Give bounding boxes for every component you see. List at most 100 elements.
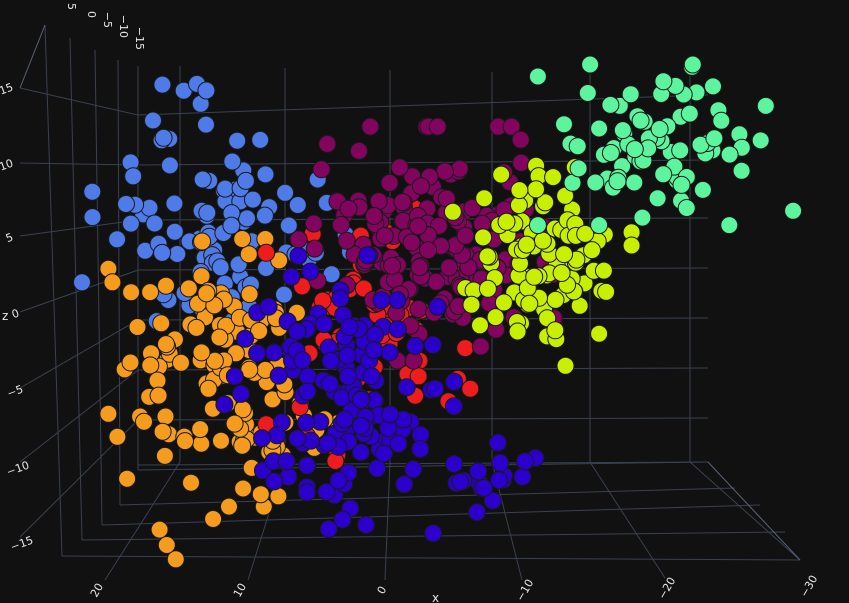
- data-point[interactable]: [393, 193, 412, 211]
- data-point[interactable]: [625, 173, 644, 192]
- data-point[interactable]: [517, 235, 536, 254]
- data-point[interactable]: [108, 427, 127, 446]
- data-point[interactable]: [409, 300, 428, 318]
- data-point[interactable]: [502, 117, 521, 136]
- data-point[interactable]: [508, 322, 527, 341]
- data-point[interactable]: [319, 520, 338, 538]
- data-point[interactable]: [216, 179, 235, 198]
- data-point[interactable]: [282, 267, 301, 286]
- data-point[interactable]: [150, 520, 169, 539]
- data-point[interactable]: [443, 202, 462, 221]
- data-point[interactable]: [236, 171, 255, 190]
- data-point[interactable]: [375, 226, 394, 245]
- data-point[interactable]: [424, 524, 443, 543]
- data-point[interactable]: [154, 128, 173, 147]
- data-point[interactable]: [631, 111, 650, 130]
- data-point[interactable]: [340, 318, 359, 337]
- data-point[interactable]: [576, 224, 595, 243]
- data-point[interactable]: [388, 320, 407, 339]
- data-point[interactable]: [305, 239, 324, 258]
- data-point[interactable]: [680, 104, 699, 123]
- data-point[interactable]: [193, 170, 212, 189]
- data-point[interactable]: [590, 119, 609, 138]
- data-point[interactable]: [304, 214, 323, 233]
- data-point[interactable]: [411, 440, 430, 458]
- data-point[interactable]: [153, 422, 172, 441]
- data-point[interactable]: [335, 410, 354, 429]
- data-point[interactable]: [248, 344, 267, 363]
- data-point[interactable]: [332, 215, 350, 234]
- data-point[interactable]: [390, 158, 409, 177]
- data-point[interactable]: [338, 346, 357, 365]
- data-point[interactable]: [212, 431, 230, 450]
- data-point[interactable]: [361, 117, 380, 136]
- data-point[interactable]: [236, 329, 255, 348]
- data-point[interactable]: [494, 293, 513, 312]
- data-point[interactable]: [683, 55, 702, 74]
- data-point[interactable]: [471, 316, 489, 335]
- data-point[interactable]: [520, 294, 539, 313]
- data-point[interactable]: [581, 55, 600, 74]
- data-point[interactable]: [265, 472, 284, 491]
- data-point[interactable]: [277, 452, 296, 471]
- data-point[interactable]: [179, 279, 198, 298]
- data-point[interactable]: [257, 243, 276, 262]
- data-point[interactable]: [569, 159, 588, 178]
- data-point[interactable]: [427, 272, 446, 291]
- data-point[interactable]: [279, 216, 298, 235]
- data-point[interactable]: [388, 291, 407, 310]
- data-point[interactable]: [412, 177, 430, 196]
- data-point[interactable]: [410, 258, 429, 277]
- data-point[interactable]: [556, 356, 575, 375]
- data-point[interactable]: [128, 318, 147, 336]
- data-point[interactable]: [215, 395, 234, 414]
- data-point[interactable]: [234, 479, 253, 498]
- data-point[interactable]: [428, 297, 447, 316]
- data-point[interactable]: [149, 386, 168, 405]
- data-point[interactable]: [275, 285, 293, 304]
- data-point[interactable]: [445, 454, 464, 473]
- data-point[interactable]: [191, 420, 210, 439]
- data-point[interactable]: [544, 168, 563, 187]
- data-point[interactable]: [397, 378, 416, 397]
- data-point[interactable]: [456, 226, 475, 245]
- data-point[interactable]: [633, 208, 652, 227]
- data-point[interactable]: [197, 284, 216, 303]
- data-point[interactable]: [426, 379, 445, 398]
- data-point[interactable]: [251, 485, 270, 504]
- data-point[interactable]: [155, 446, 174, 465]
- data-point[interactable]: [404, 460, 423, 479]
- data-point[interactable]: [350, 141, 368, 160]
- data-point[interactable]: [423, 335, 442, 354]
- data-point[interactable]: [298, 456, 317, 475]
- data-point[interactable]: [318, 434, 337, 453]
- data-point[interactable]: [222, 216, 241, 235]
- data-point[interactable]: [650, 120, 669, 138]
- data-point[interactable]: [732, 161, 751, 180]
- data-point[interactable]: [288, 196, 307, 214]
- data-point[interactable]: [488, 433, 507, 452]
- data-point[interactable]: [298, 382, 317, 401]
- data-point[interactable]: [536, 193, 555, 212]
- data-point[interactable]: [720, 216, 739, 235]
- data-point[interactable]: [156, 407, 175, 426]
- data-point[interactable]: [141, 356, 160, 375]
- data-point[interactable]: [339, 367, 357, 386]
- data-point[interactable]: [510, 181, 529, 200]
- data-point[interactable]: [108, 230, 127, 249]
- data-point[interactable]: [712, 111, 731, 130]
- data-point[interactable]: [329, 471, 348, 490]
- data-point[interactable]: [451, 472, 470, 491]
- data-point[interactable]: [444, 397, 463, 416]
- data-point[interactable]: [654, 165, 673, 184]
- data-point[interactable]: [269, 487, 288, 506]
- data-point[interactable]: [298, 367, 317, 386]
- data-point[interactable]: [223, 152, 242, 171]
- data-point[interactable]: [492, 165, 511, 184]
- data-point[interactable]: [648, 189, 667, 208]
- data-point[interactable]: [527, 180, 545, 199]
- data-point[interactable]: [231, 384, 250, 403]
- data-point[interactable]: [160, 156, 179, 175]
- data-point[interactable]: [256, 165, 275, 184]
- data-point[interactable]: [389, 434, 408, 453]
